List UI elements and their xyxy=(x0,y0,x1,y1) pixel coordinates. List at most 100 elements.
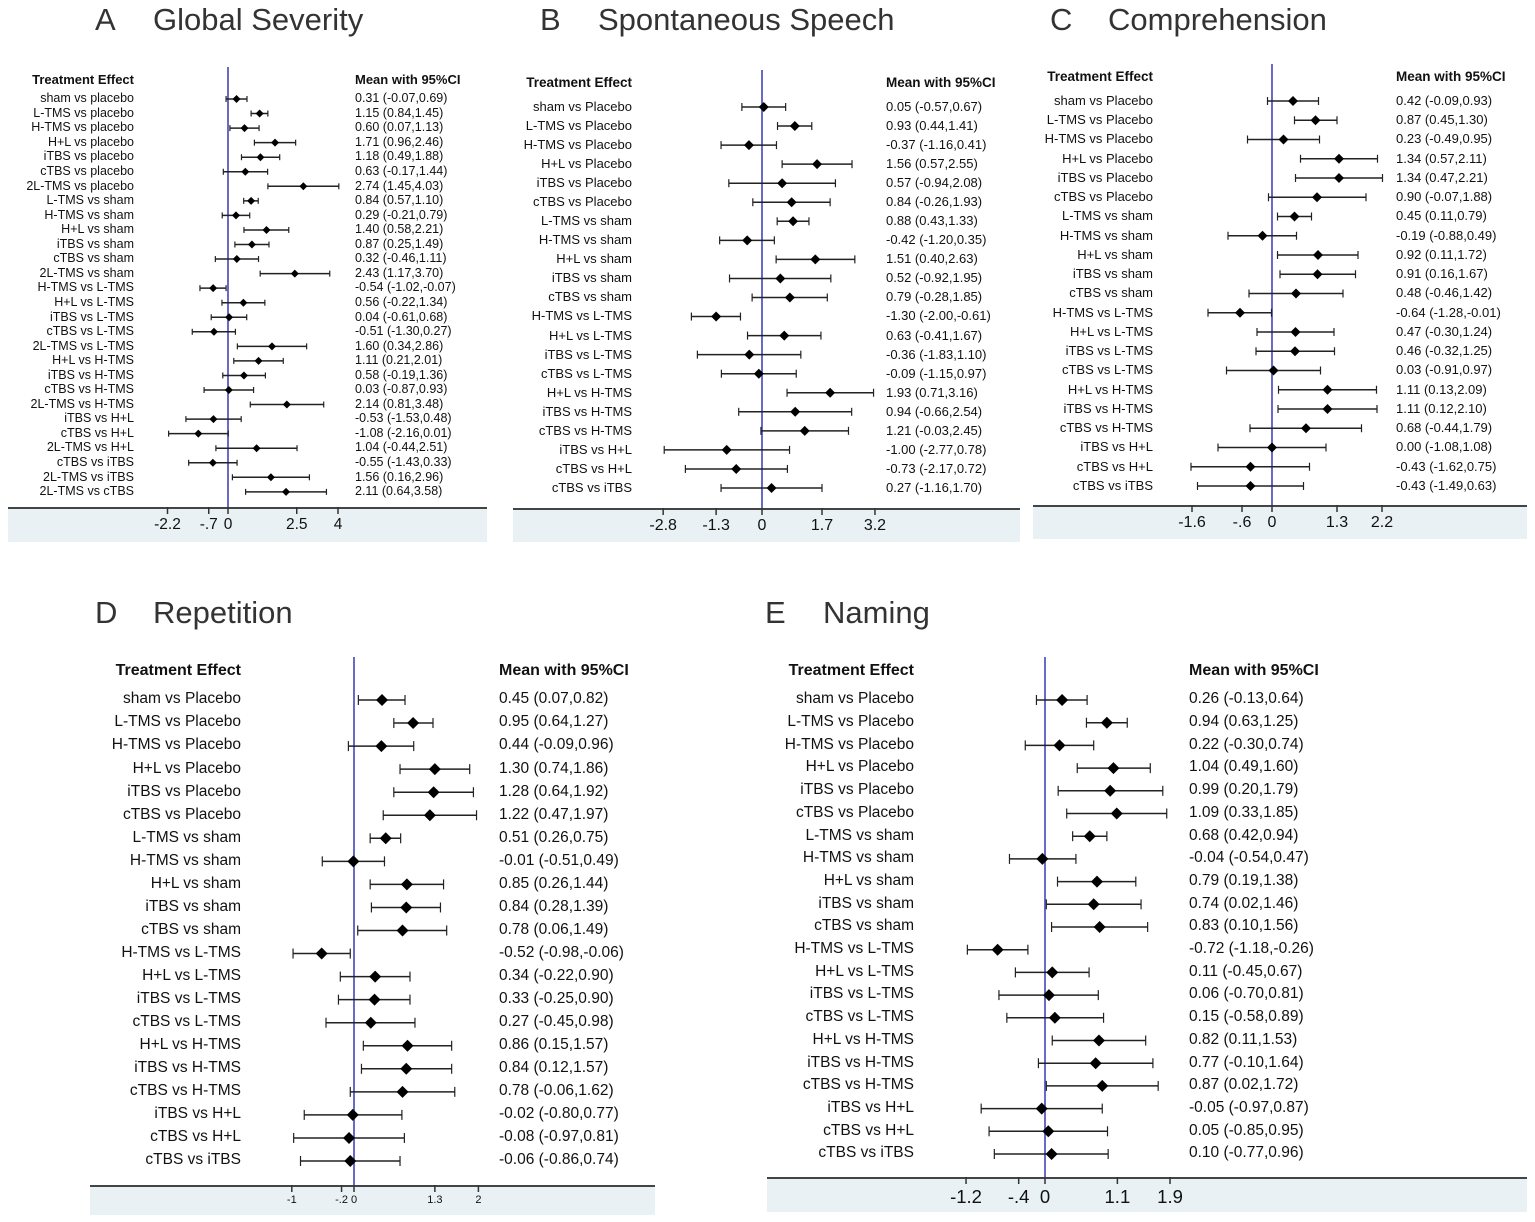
row-estimate: -0.51 (-1.30,0.27) xyxy=(355,324,452,339)
row-estimate: 0.34 (-0.22,0.90) xyxy=(499,966,614,984)
row-estimate: -0.37 (-1.16,0.41) xyxy=(886,137,987,153)
row-label: iTBS vs sham xyxy=(818,894,914,912)
mean-diamond xyxy=(209,284,218,293)
row-estimate: 0.33 (-0.25,0.90) xyxy=(499,990,614,1008)
mean-diamond xyxy=(790,406,801,417)
row-label: cTBS vs H+L xyxy=(60,425,134,440)
row-label: cTBS vs sham xyxy=(53,251,134,266)
mean-diamond xyxy=(247,196,256,205)
mean-diamond xyxy=(262,225,271,234)
row-label: 2L-TMS vs cTBS xyxy=(39,484,134,499)
mean-diamond xyxy=(731,463,742,474)
row-estimate: 0.10 (-0.77,0.96) xyxy=(1189,1144,1304,1162)
mean-diamond xyxy=(401,1039,414,1052)
row-estimate: 2.43 (1.17,3.70) xyxy=(355,265,444,280)
row-estimate: 0.15 (-0.58,0.89) xyxy=(1189,1008,1304,1026)
row-label: L-TMS vs sham xyxy=(1061,208,1153,224)
mean-diamond xyxy=(1090,875,1103,888)
row-estimate: 2.11 (0.64,3.58) xyxy=(355,484,443,499)
mean-diamond xyxy=(428,763,441,776)
row-estimate: 0.94 (0.63,1.25) xyxy=(1189,713,1299,731)
row-label: H+L vs L-TMS xyxy=(815,962,914,980)
mean-diamond xyxy=(208,458,217,467)
row-estimate: 2.14 (0.81,3.48) xyxy=(355,396,444,411)
axis-tick-label: -2.8 xyxy=(649,517,677,534)
row-estimate: 0.27 (-0.45,0.98) xyxy=(499,1013,614,1031)
row-label: cTBS vs iTBS xyxy=(551,479,632,495)
row-estimate: 0.52 (-0.92,1.95) xyxy=(886,270,983,286)
mean-diamond xyxy=(427,786,440,799)
mean-diamond xyxy=(721,444,732,455)
panel-letter: B xyxy=(540,2,561,37)
row-estimate: 1.11 (0.12,2.10) xyxy=(1396,400,1487,416)
mean-diamond xyxy=(266,473,275,482)
row-estimate: -1.00 (-2.77,0.78) xyxy=(886,441,987,457)
row-estimate: 0.77 (-0.10,1.64) xyxy=(1189,1053,1304,1071)
mean-diamond xyxy=(1092,1034,1105,1047)
mean-diamond xyxy=(271,138,280,147)
row-estimate: 0.45 (0.11,0.79) xyxy=(1396,208,1487,224)
row-label: H-TMS vs L-TMS xyxy=(794,940,914,958)
row-estimate: 1.18 (0.49,1.88) xyxy=(355,149,444,164)
axis-tick-label: -2.2 xyxy=(154,516,181,533)
row-label: cTBS vs H-TMS xyxy=(802,1076,914,1094)
row-estimate: 0.90 (-0.07,1.88) xyxy=(1396,189,1493,205)
row-label: H+L vs L-TMS xyxy=(142,966,241,984)
column-header-treatment: Treatment Effect xyxy=(526,75,632,90)
mean-diamond xyxy=(779,330,790,341)
row-label: cTBS vs L-TMS xyxy=(1061,362,1153,378)
row-label: H-TMS vs sham xyxy=(129,851,241,869)
row-estimate: 1.71 (0.96,2.46) xyxy=(355,134,444,149)
mean-diamond xyxy=(239,298,248,307)
axis-tick-label: 1.1 xyxy=(1104,1186,1131,1207)
mean-diamond xyxy=(744,349,755,360)
mean-diamond xyxy=(1100,716,1113,729)
row-estimate: -0.19 (-0.88,0.49) xyxy=(1396,227,1497,243)
axis-tick-label: -1.3 xyxy=(702,517,730,534)
row-label: 2L-TMS vs placebo xyxy=(26,178,134,193)
mean-diamond xyxy=(766,483,777,493)
mean-diamond xyxy=(788,216,799,227)
axis-tick-label: -.4 xyxy=(1007,1186,1030,1207)
row-label: H+L vs H-TMS xyxy=(546,384,632,400)
row-estimate: 0.23 (-0.49,0.95) xyxy=(1396,131,1493,147)
row-label: iTBS vs L-TMS xyxy=(49,309,134,324)
row-label: cTBS vs L-TMS xyxy=(46,324,134,339)
mean-diamond xyxy=(400,901,413,914)
axis-tick-label: 0 xyxy=(1039,1186,1051,1207)
row-label: iTBS vs H-TMS xyxy=(542,403,632,419)
mean-diamond xyxy=(379,832,392,845)
row-estimate: -0.54 (-1.02,-0.07) xyxy=(355,280,456,295)
axis-tick-label: 0 xyxy=(350,1194,358,1206)
row-estimate: 0.78 (-0.06,1.62) xyxy=(499,1082,614,1100)
row-estimate: 2.74 (1.45,4.03) xyxy=(355,178,444,193)
mean-diamond xyxy=(224,386,233,394)
mean-diamond xyxy=(347,855,360,868)
mean-diamond xyxy=(252,444,261,453)
row-label: H-TMS vs L-TMS xyxy=(37,280,134,295)
row-estimate: 0.46 (-0.32,1.25) xyxy=(1396,343,1493,359)
row-label: L-TMS vs sham xyxy=(132,828,241,846)
panel-title: E Naming xyxy=(765,595,930,631)
mean-diamond xyxy=(232,95,241,103)
column-header-mean-ci: Mean with 95%CI xyxy=(1396,69,1506,84)
row-estimate: 0.83 (0.10,1.56) xyxy=(1189,917,1299,935)
row-label: sham vs Placebo xyxy=(122,690,241,708)
row-estimate: 0.48 (-0.46,1.42) xyxy=(1396,285,1493,301)
column-header-treatment: Treatment Effect xyxy=(788,662,914,679)
row-estimate: 0.68 (-0.44,1.79) xyxy=(1396,420,1493,436)
mean-diamond xyxy=(282,487,291,496)
row-estimate: 0.86 (0.15,1.57) xyxy=(499,1036,609,1054)
mean-diamond xyxy=(1042,989,1055,1002)
axis-tick-label: 2.2 xyxy=(1370,514,1394,531)
mean-diamond xyxy=(1313,250,1323,260)
row-label: H+L vs H-TMS xyxy=(139,1036,241,1054)
row-estimate: 0.47 (-0.30,1.24) xyxy=(1396,323,1493,339)
row-label: cTBS vs H+L xyxy=(150,1128,241,1146)
mean-diamond xyxy=(1048,1011,1061,1024)
row-estimate: 1.11 (0.21,2.01) xyxy=(355,353,443,368)
row-estimate: 1.34 (0.47,2.21) xyxy=(1396,169,1488,185)
mean-diamond xyxy=(1056,694,1069,706)
row-label: iTBS vs H+L xyxy=(154,1105,241,1123)
row-label: cTBS vs L-TMS xyxy=(805,1008,914,1026)
